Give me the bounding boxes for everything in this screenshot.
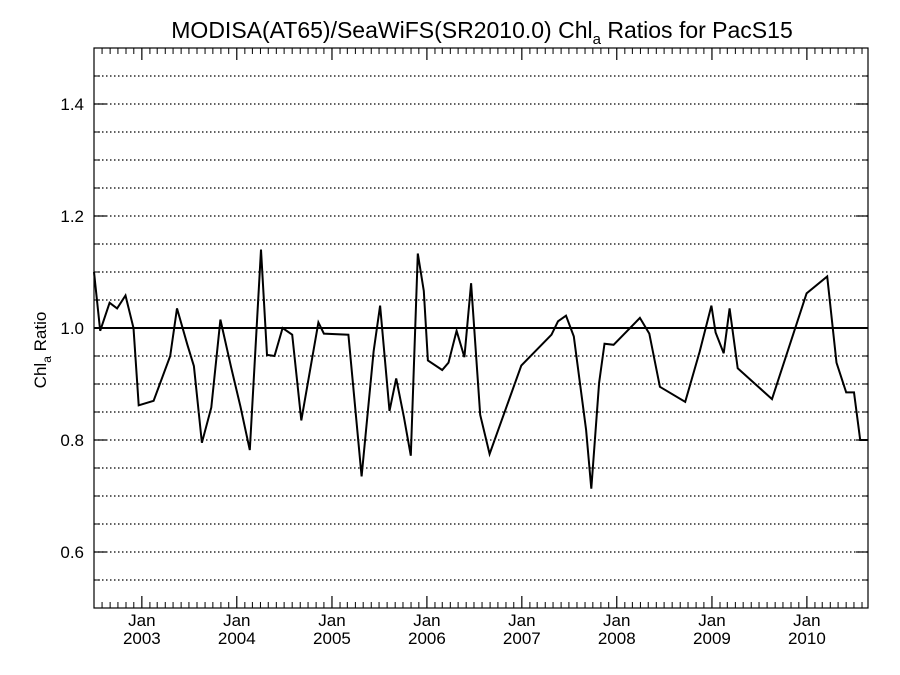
x-tick-year-label: 2004 <box>218 629 256 648</box>
x-axis-ticks: Jan2003Jan2004Jan2005Jan2006Jan2007Jan20… <box>93 48 863 648</box>
y-tick-label: 1.2 <box>60 207 84 226</box>
x-tick-month-label: Jan <box>128 611 155 630</box>
y-axis-label-prefix: Chl <box>31 363 50 389</box>
series-line <box>93 249 868 489</box>
y-axis-ticks: 0.6 0.8 1.0 1.2 1.4 <box>60 47 868 609</box>
x-tick-year-label: 2003 <box>123 629 161 648</box>
x-tick-month-label: Jan <box>223 611 250 630</box>
x-tick-year-label: 2009 <box>693 629 731 648</box>
y-axis-label-suffix: Ratio <box>31 312 50 356</box>
x-tick-month-label: Jan <box>508 611 535 630</box>
grid-lines <box>94 75 868 581</box>
x-tick-year-label: 2008 <box>598 629 636 648</box>
chart-title-suffix: Ratios for PacS15 <box>601 17 793 43</box>
y-axis-label-subscript: a <box>40 356 54 363</box>
series-points <box>93 249 869 489</box>
y-tick-label: 1.0 <box>60 319 84 338</box>
x-tick-month-label: Jan <box>603 611 630 630</box>
x-tick-year-label: 2007 <box>503 629 541 648</box>
x-tick-year-label: 2010 <box>788 629 826 648</box>
y-tick-label: 0.8 <box>60 431 84 450</box>
y-tick-label: 1.4 <box>60 95 84 114</box>
chart-title: MODISA(AT65)/SeaWiFS(SR2010.0) Chla Rati… <box>171 17 792 48</box>
x-tick-month-label: Jan <box>793 611 820 630</box>
chart-title-subscript: a <box>593 31 602 48</box>
x-tick-month-label: Jan <box>698 611 725 630</box>
x-tick-year-label: 2005 <box>313 629 351 648</box>
y-tick-label: 0.6 <box>60 543 84 562</box>
x-tick-month-label: Jan <box>318 611 345 630</box>
chart-title-prefix: MODISA(AT65)/SeaWiFS(SR2010.0) Chl <box>171 17 592 43</box>
y-axis-label: Chla Ratio <box>31 312 54 389</box>
x-tick-year-label: 2006 <box>408 629 446 648</box>
x-tick-month-label: Jan <box>413 611 440 630</box>
